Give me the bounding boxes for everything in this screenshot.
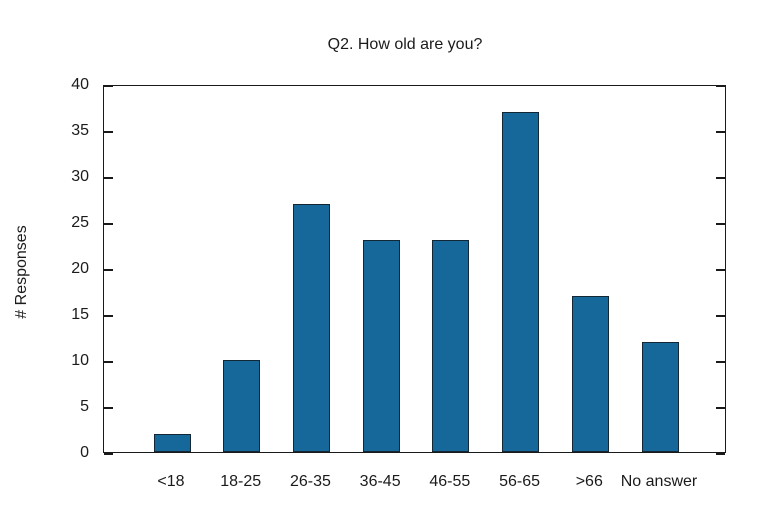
y-tick-label: 40: [71, 76, 89, 93]
plot-area: [103, 85, 726, 455]
bar--18: [153, 433, 191, 452]
y-tick-label: 25: [71, 214, 89, 231]
y-tick-label: 35: [71, 122, 89, 139]
y-tick-mark-left: [104, 407, 113, 409]
y-tick-mark-right: [716, 361, 725, 363]
x-category-label: 36-45: [359, 473, 401, 490]
x-category-label: 46-55: [429, 473, 471, 490]
x-category-label: 56-65: [499, 473, 541, 490]
bar-no-answer: [641, 341, 679, 452]
y-tick-mark-left: [104, 269, 113, 271]
y-tick-mark-right: [716, 131, 725, 133]
y-tick-mark-left: [104, 223, 113, 225]
y-tick-label: 5: [80, 398, 89, 415]
chart-title: Q2. How old are you?: [327, 36, 483, 53]
y-tick-mark-left: [104, 131, 113, 133]
bar-36-45: [362, 240, 400, 452]
y-tick-mark-right: [716, 269, 725, 271]
bar-26-35: [292, 203, 330, 452]
y-tick-mark-left: [104, 315, 113, 317]
y-tick-mark-right: [716, 407, 725, 409]
bar-56-65: [502, 111, 540, 452]
y-tick-mark-right: [716, 453, 725, 455]
bar-18-25: [223, 360, 261, 452]
y-tick-mark-right: [716, 315, 725, 317]
y-tick-label: 20: [71, 260, 89, 277]
y-tick-label: 15: [71, 306, 89, 323]
y-tick-mark-right: [716, 85, 725, 87]
y-tick-mark-right: [716, 223, 725, 225]
y-tick-mark-left: [104, 85, 113, 87]
bar--66: [571, 295, 609, 452]
y-tick-mark-left: [104, 453, 113, 455]
y-axis-label: # Responses: [13, 225, 30, 319]
y-tick-mark-right: [716, 177, 725, 179]
y-tick-mark-left: [104, 177, 113, 179]
x-category-label: No answer: [620, 473, 698, 490]
x-category-label: >66: [575, 473, 603, 490]
bar-46-55: [432, 240, 470, 452]
y-tick-mark-left: [104, 361, 113, 363]
y-tick-label: 30: [71, 168, 89, 185]
y-tick-label: 0: [80, 444, 89, 461]
x-category-label: 26-35: [289, 473, 331, 490]
x-category-label: <18: [157, 473, 185, 490]
y-tick-label: 10: [71, 352, 89, 369]
x-category-label: 18-25: [220, 473, 262, 490]
